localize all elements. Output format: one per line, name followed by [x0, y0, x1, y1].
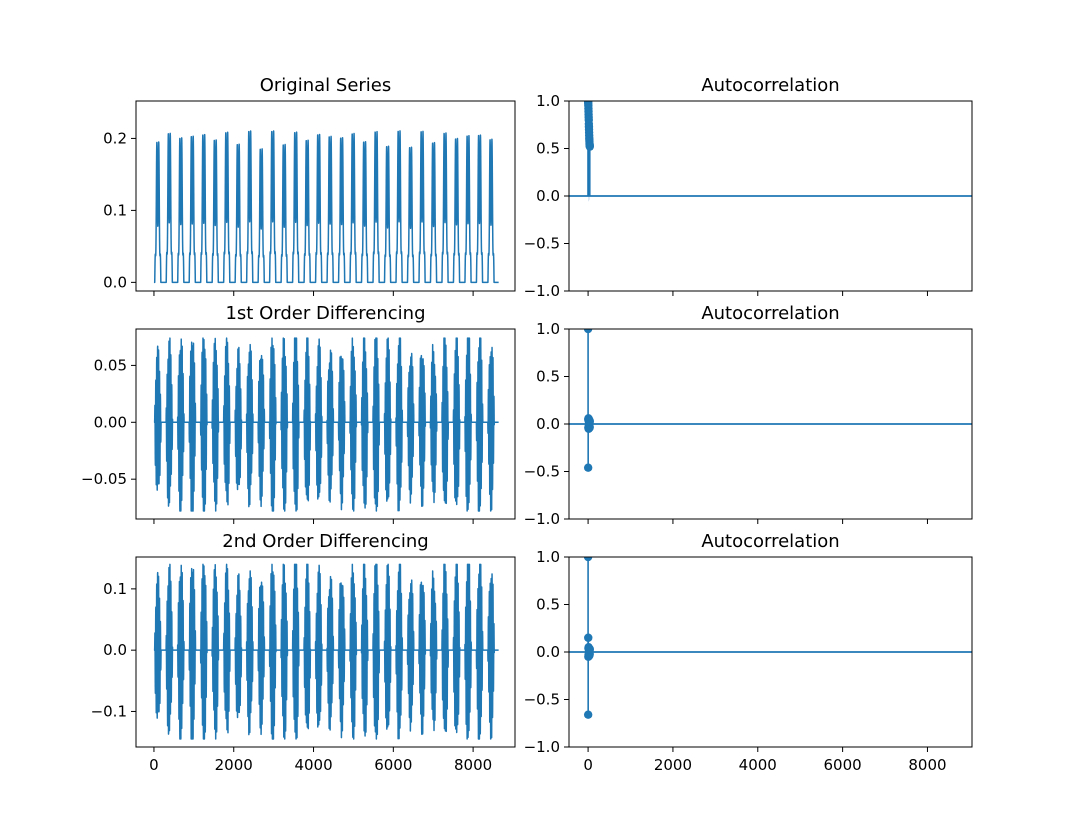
axes-panel-2: −1.0 −0.5 0.0 0.5 1.0 Autocorrelation: [524, 75, 973, 300]
x-tick-label: 6000: [824, 756, 862, 774]
x-tick-label: 4000: [294, 756, 332, 774]
x-tick-label: 2000: [654, 756, 692, 774]
axes-panel-4: −1.0 −0.5 0.0 0.5 1.0 Autocorrelation: [524, 303, 973, 528]
y-tick-label: −0.05: [81, 470, 127, 488]
x-tick-label: 8000: [454, 756, 492, 774]
panel-title: Autocorrelation: [701, 75, 839, 96]
panel-title: 2nd Order Differencing: [222, 531, 428, 552]
y-tick-label: 0.1: [103, 201, 127, 219]
x-tick-label: 4000: [739, 756, 777, 774]
plot-area: [153, 563, 500, 740]
axes-frame: [135, 328, 516, 520]
series-line: [153, 130, 500, 284]
y-tick-label: 0.0: [103, 273, 127, 291]
acf-point: [583, 557, 593, 562]
y-tick-label: 0.2: [103, 129, 127, 147]
plot-area: [569, 101, 972, 202]
panel-title: Original Series: [260, 75, 392, 96]
acf-point: [583, 329, 593, 334]
series-line: [153, 337, 500, 512]
acf-point: [585, 416, 594, 426]
panel-title: 1st Order Differencing: [225, 303, 425, 324]
axes-panel-3: −0.05 0.00 0.05 1st Order Differencing: [81, 303, 516, 524]
plot-area: [569, 557, 972, 719]
acf-point: [584, 633, 593, 642]
y-tick-label: 0.1: [103, 580, 127, 598]
x-tick-label: 8000: [908, 756, 946, 774]
acf-point: [583, 710, 593, 719]
y-tick-label: 0.5: [536, 368, 560, 386]
acf-point: [585, 142, 594, 151]
y-tick-label: 0.00: [94, 413, 127, 431]
y-tick-label: −0.1: [91, 702, 127, 720]
plot-area: [153, 337, 500, 512]
y-tick-label: 0.0: [536, 187, 560, 205]
y-tick-label: 1.0: [536, 92, 560, 110]
x-tick-label: 2000: [215, 756, 253, 774]
y-tick-label: 1.0: [536, 320, 560, 338]
plot-area: [569, 329, 972, 472]
y-tick-label: −0.5: [524, 691, 560, 709]
y-tick-label: 0.0: [536, 415, 560, 433]
axes-panel-1: 0.0 0.1 0.2 Original Series: [103, 75, 516, 296]
panel-title: Autocorrelation: [701, 303, 839, 324]
x-tick-label: 0: [583, 756, 593, 774]
axes-panel-5: 0 2000 4000 6000 8000 −0.1 0.0 0.1 2nd Order Dif…: [91, 531, 516, 774]
y-tick-label: −1.0: [524, 282, 560, 300]
panel-title: Autocorrelation: [701, 531, 839, 552]
x-tick-label: 6000: [374, 756, 412, 774]
y-tick-label: 0.05: [94, 356, 127, 374]
axes-frame: [135, 100, 516, 292]
x-tick-label: 0: [149, 756, 159, 774]
acf-point: [583, 463, 593, 472]
y-tick-label: −1.0: [524, 738, 560, 756]
y-tick-label: −0.5: [524, 463, 560, 481]
y-tick-label: 1.0: [536, 548, 560, 566]
y-tick-label: 0.5: [536, 140, 560, 158]
y-tick-label: −0.5: [524, 235, 560, 253]
y-tick-label: −1.0: [524, 510, 560, 528]
y-tick-label: 0.0: [103, 641, 127, 659]
axes-panel-6: 0 2000 4000 6000 8000 −1.0 −0.5 0.0 0.5 1.0 Autoco…: [524, 531, 973, 774]
y-tick-label: 0.5: [536, 596, 560, 614]
axes-frame: [135, 556, 516, 748]
series-line: [153, 563, 500, 740]
plot-area: [153, 130, 500, 284]
y-tick-label: 0.0: [536, 643, 560, 661]
acf-point: [585, 644, 594, 654]
